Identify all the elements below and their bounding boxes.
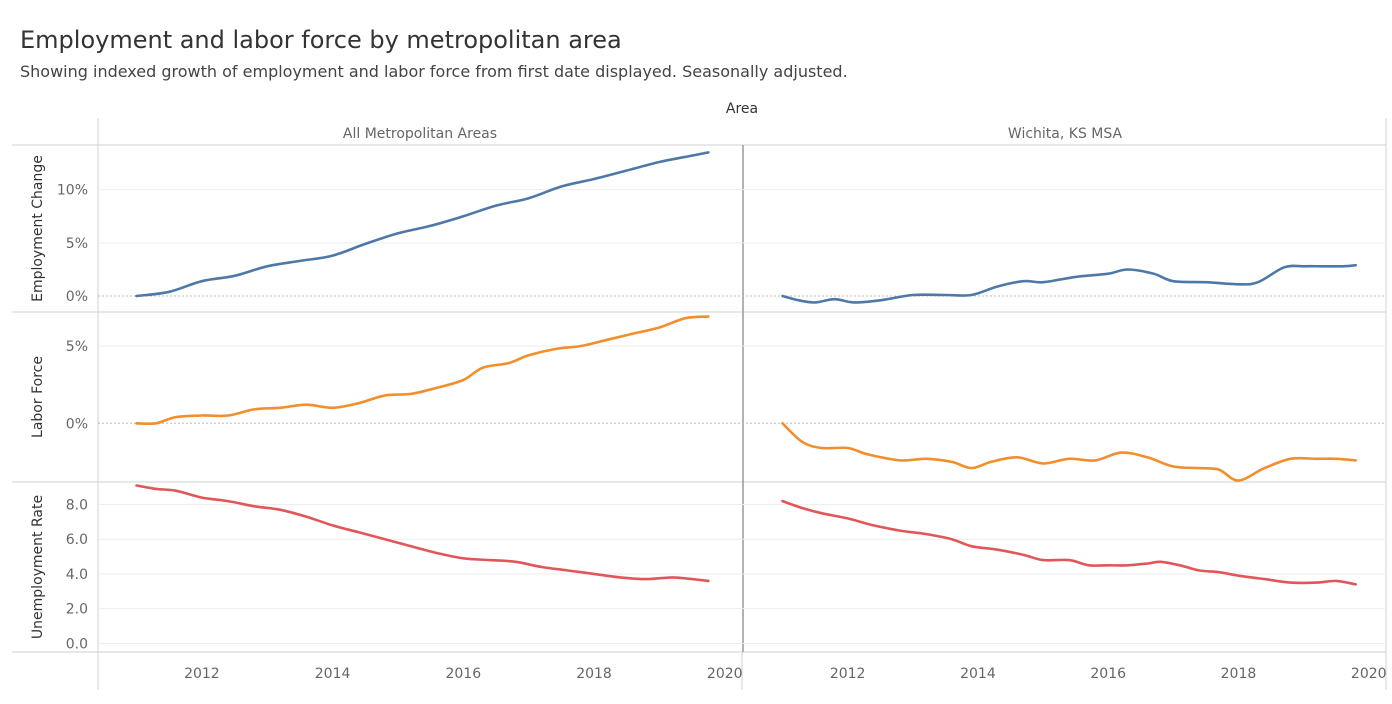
x-tick-label: 2020	[1351, 666, 1387, 682]
y-tick-label: 2.0	[66, 602, 88, 618]
x-tick-label: 2020	[707, 666, 743, 682]
y-tick-label: 0%	[66, 289, 88, 305]
y-tick-label: 8.0	[66, 498, 88, 514]
x-tick-label: 2014	[315, 666, 351, 682]
x-tick-label: 2012	[830, 666, 866, 682]
column-header: All Metropolitan Areas	[343, 126, 497, 142]
series-line-unemployment-all-metro	[135, 484, 710, 583]
column-header: Wichita, KS MSA	[1008, 126, 1123, 142]
series-line-employment-wichita	[781, 263, 1357, 304]
y-tick-label: 10%	[57, 183, 88, 199]
x-tick-label: 2016	[1090, 666, 1126, 682]
chart-title: Employment and labor force by metropolit…	[20, 26, 622, 54]
x-tick-label: 2018	[576, 666, 612, 682]
series-line-labor-all-metro	[135, 315, 710, 426]
row-label: Employment Change	[30, 155, 46, 302]
y-tick-label: 4.0	[66, 567, 88, 583]
series-line-employment-all-metro	[135, 151, 710, 298]
y-tick-label: 6.0	[66, 532, 88, 548]
row-label: Unemployment Rate	[30, 495, 46, 639]
x-tick-label: 2018	[1221, 666, 1257, 682]
x-tick-label: 2012	[184, 666, 220, 682]
x-tick-label: 2016	[445, 666, 481, 682]
y-tick-label: 5%	[66, 339, 88, 355]
series-line-labor-wichita	[781, 422, 1357, 482]
row-label: Labor Force	[30, 356, 46, 438]
chart-subtitle: Showing indexed growth of employment and…	[20, 62, 848, 81]
x-tick-label: 2014	[960, 666, 996, 682]
y-tick-label: 0%	[66, 416, 88, 432]
facet-title: Area	[726, 101, 758, 117]
y-tick-label: 0.0	[66, 636, 88, 652]
series-line-unemployment-wichita	[781, 499, 1357, 586]
y-tick-label: 5%	[66, 236, 88, 252]
